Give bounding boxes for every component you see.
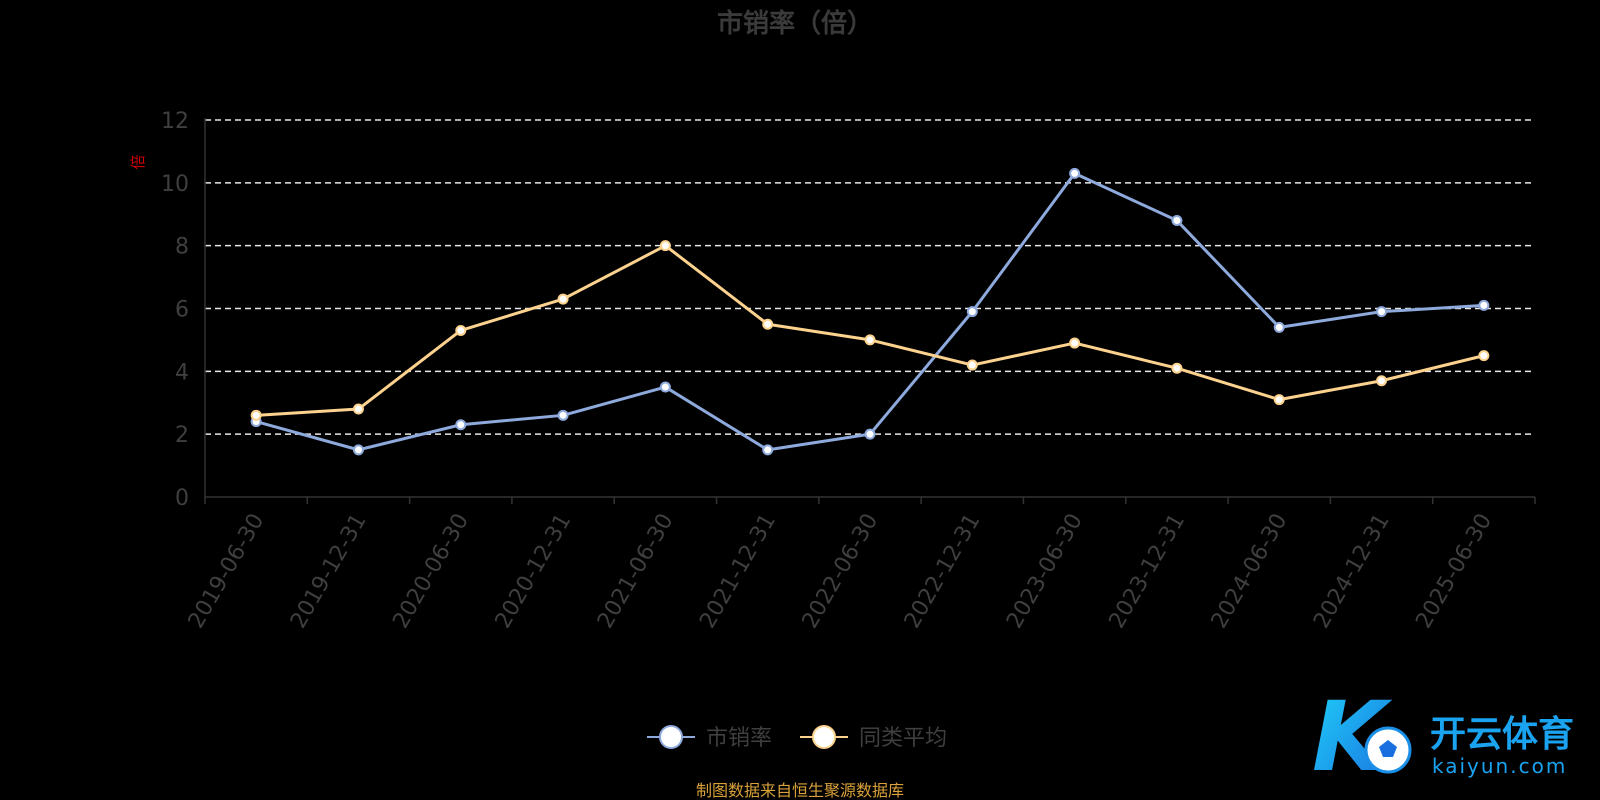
data-point-series-0[interactable] (762, 444, 774, 456)
legend-label-series-1: 同类平均 (859, 726, 947, 751)
data-point-series-1[interactable] (1376, 375, 1388, 387)
data-point-series-1[interactable] (1171, 362, 1183, 374)
y-tick-label: 4 (175, 360, 189, 385)
data-point-series-1[interactable] (1478, 350, 1490, 362)
data-point-series-1[interactable] (762, 318, 774, 330)
y-axis-label: 倍 (129, 154, 147, 169)
watermark-en-text: kaiyun.com (1432, 754, 1567, 778)
data-point-series-1[interactable] (455, 324, 467, 336)
legend-marker-series-1 (812, 725, 836, 749)
data-point-series-0[interactable] (557, 409, 569, 421)
y-tick-label: 6 (175, 298, 189, 323)
data-point-series-0[interactable] (864, 428, 876, 440)
soccer-ball-pattern (1379, 740, 1397, 757)
legend-item-series-0[interactable]: 市销率 (647, 725, 772, 751)
data-point-series-1[interactable] (659, 240, 671, 252)
x-tick-label: 2022-12-31 (900, 509, 986, 632)
x-tick-label: 2023-06-30 (1002, 510, 1088, 633)
data-point-series-1[interactable] (352, 403, 364, 415)
data-point-series-1[interactable] (557, 293, 569, 305)
legend-label-series-0: 市销率 (706, 726, 772, 751)
series-line-0 (255, 171, 1484, 452)
legend-item-series-1[interactable]: 同类平均 (800, 725, 947, 751)
watermark-cn-text: 开云体育 (1430, 714, 1574, 755)
grid-lines (205, 119, 1535, 435)
x-tick-label: 2024-12-31 (1309, 510, 1395, 633)
data-point-series-0[interactable] (1069, 167, 1081, 179)
data-point-series-1[interactable] (864, 334, 876, 346)
legend: 市销率 同类平均 (647, 725, 947, 751)
x-tick-label: 2023-12-31 (1105, 510, 1191, 633)
source-note: 制图数据来自恒生聚源数据库 (696, 781, 904, 800)
y-tick-label: 2 (175, 423, 189, 448)
watermark-logo: K 开云体育 kaiyun.com (1312, 681, 1574, 793)
x-tick-label: 2019-06-30 (184, 510, 270, 633)
data-point-series-1[interactable] (1069, 337, 1081, 349)
x-tick-label: 2021-06-30 (593, 510, 679, 633)
x-tick-label: 2020-12-31 (491, 510, 577, 633)
series-line-1 (256, 244, 1485, 417)
data-point-series-0[interactable] (1273, 321, 1285, 333)
x-tick-label: 2019-12-31 (286, 510, 372, 633)
x-tick-label: 2021-12-31 (695, 510, 781, 633)
series-layer (250, 167, 1490, 456)
chart-title: 市销率（倍） (717, 8, 873, 39)
y-tick-label: 12 (161, 109, 189, 134)
x-tick-label: 2020-06-30 (388, 510, 474, 633)
data-point-series-0[interactable] (352, 444, 364, 456)
legend-marker-series-0 (659, 725, 683, 749)
x-tick-label: 2024-06-30 (1207, 510, 1293, 633)
data-point-series-0[interactable] (1376, 306, 1388, 318)
data-point-series-0[interactable] (1171, 215, 1183, 227)
y-tick-label: 8 (175, 235, 189, 260)
data-point-series-0[interactable] (659, 381, 671, 393)
data-point-series-1[interactable] (966, 359, 978, 371)
data-point-series-0[interactable] (966, 306, 978, 318)
data-point-series-1[interactable] (1273, 394, 1285, 406)
data-point-series-0[interactable] (1478, 299, 1490, 311)
x-tick-label: 2025-06-30 (1411, 510, 1497, 633)
y-tick-label: 10 (161, 172, 189, 197)
data-point-series-0[interactable] (455, 419, 467, 431)
data-point-series-1[interactable] (250, 409, 262, 421)
x-tick-label: 2022-06-30 (798, 510, 884, 633)
y-tick-label: 0 (175, 486, 189, 511)
